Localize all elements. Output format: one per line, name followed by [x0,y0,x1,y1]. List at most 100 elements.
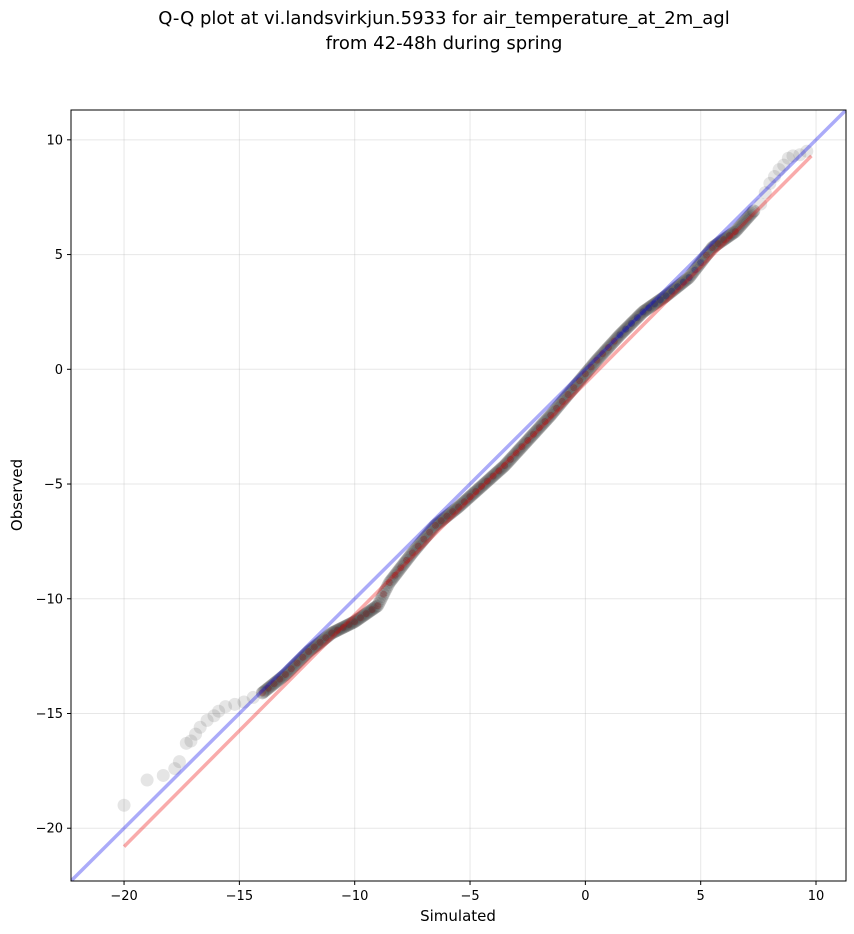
quantile-point [633,308,647,322]
quantile-point [622,319,636,333]
quantile-point [416,533,430,547]
quantile-point [189,727,203,741]
quantile-point [432,516,446,530]
quantile-point-core [604,343,612,351]
quantile-point [515,440,529,454]
quantile-point [350,613,364,627]
quantile-point-core [455,503,462,511]
quantile-point [638,303,652,317]
quantile-point [441,508,455,522]
quantile-point [599,343,613,357]
quantile-point [477,477,491,491]
quantile-point [386,571,400,585]
quantile-point [691,259,705,273]
quantile-point [703,244,717,258]
quantile-point [356,609,370,623]
quantile-point [524,430,538,444]
quantile-point [516,438,530,452]
quantile-point [684,268,698,282]
quantile-point [455,497,469,511]
quantile-point-core [512,449,520,457]
quantile-point [648,297,662,311]
quantile-point [734,218,748,232]
quantile-point [548,403,562,417]
quantile-point [304,643,318,657]
quantile-point [550,401,564,415]
quantile-point [680,272,694,286]
quantile-point [340,619,354,633]
quantile-point [533,420,547,434]
quantile-point [333,622,347,636]
quantile-point [576,370,590,384]
quantile-point [184,734,198,748]
quantile-points [117,144,814,812]
quantile-point [423,525,437,539]
quantile-point [705,241,719,255]
quantile-point-core [506,455,514,463]
quantile-point [607,334,621,348]
quantile-point [676,275,690,289]
quantile-point [687,265,701,279]
quantile-point [529,425,543,439]
quantile-point [402,550,416,564]
quantile-point [156,768,170,782]
quantile-point [259,683,273,697]
quantile-point [565,383,579,397]
quantile-point [388,568,402,582]
quantile-point [374,592,388,606]
quantile-point [269,675,283,689]
quantile-point [366,602,380,616]
quantile-point [690,260,704,274]
quantile-point [758,186,772,200]
quantile-point [475,479,489,493]
quantile-point [219,700,233,714]
quantile-point [508,447,522,461]
quantile-point [738,214,752,228]
quantile-point [468,486,482,500]
quantile-point [747,204,761,218]
quantile-point [514,441,528,455]
quantile-point [255,686,269,700]
quantile-point [382,576,396,590]
quantile-point [520,435,534,449]
quantile-point [606,335,620,349]
quantile-point [282,664,296,678]
quantile-point [604,338,618,352]
quantile-point [413,536,427,550]
quantile-point [671,280,685,294]
quantile-point-core [356,614,364,622]
quantile-point [675,276,689,290]
quantile-point [595,348,609,362]
quantile-point [575,371,589,385]
x-tick-label: −20 [110,889,137,904]
quantile-point-core [420,535,428,543]
quantile-point [457,495,471,509]
quantile-point-core [622,325,630,333]
quantile-point [332,623,346,637]
quantile-point-core [702,251,710,259]
quantile-point [307,640,321,654]
quantile-point [462,491,476,505]
quantile-point [689,262,703,276]
quantile-point [272,673,286,687]
reference-lines [71,110,846,881]
grid-lines [71,110,846,881]
quantile-point [541,411,555,425]
quantile-point [298,648,312,662]
quantile-point [494,462,508,476]
quantile-point [586,357,600,371]
quantile-point [428,518,442,532]
quantile-point [570,377,584,391]
quantile-point [740,212,754,226]
quantile-point [352,611,366,625]
quantile-point-core [460,498,468,506]
quantile-point [503,452,517,466]
quantile-point-core [449,508,457,516]
quantile-point [280,666,294,680]
quantile-point-core [720,236,728,244]
quantile-point [668,282,682,296]
quantile-point [265,678,279,692]
quantile-point-core [599,350,607,358]
quantile-point [310,638,324,652]
quantile-point [525,428,539,442]
